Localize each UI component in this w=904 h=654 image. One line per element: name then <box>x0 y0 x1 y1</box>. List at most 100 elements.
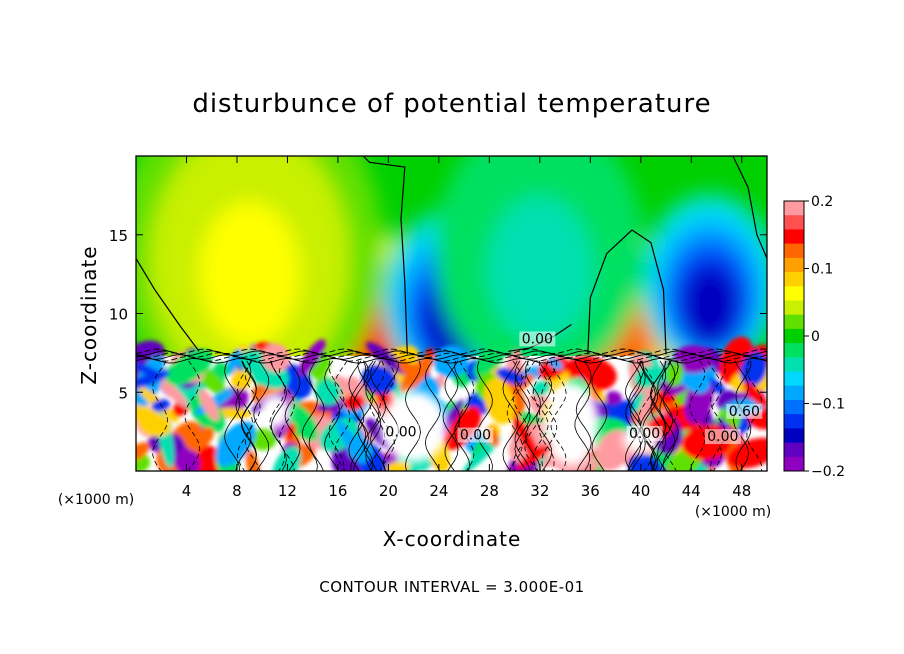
colorbar-tick-label: 0 <box>811 329 820 345</box>
colorbar-tick-label: 0.2 <box>811 194 833 210</box>
contour-line <box>536 360 552 471</box>
colorbar-swatch <box>784 215 804 230</box>
lower-layer-patch <box>365 341 408 376</box>
contour-line <box>514 360 531 471</box>
lower-layer-patch <box>379 461 411 471</box>
contour-line <box>370 360 387 471</box>
contour-line <box>404 360 421 471</box>
contour-line <box>224 360 241 471</box>
lower-layer-patch <box>298 339 326 376</box>
contour-label-bg <box>519 331 556 347</box>
feature-warm-broad-2-level-5 <box>198 201 301 347</box>
x-tick-label: 40 <box>631 482 650 500</box>
colorbar-swatch <box>784 428 804 444</box>
lower-layer-patch <box>215 421 256 467</box>
contour-line <box>328 360 345 471</box>
contour-line <box>308 360 325 471</box>
contour-line <box>657 360 674 471</box>
contour-line <box>625 360 642 471</box>
x-unit-label-left: (×1000 m) <box>58 492 134 508</box>
lower-layer-patch <box>532 380 551 397</box>
colorbar-swatch <box>784 414 804 429</box>
colorbar-swatch <box>784 385 804 401</box>
contour-line <box>541 360 558 471</box>
contour-line <box>587 229 667 355</box>
contour-line <box>662 360 679 471</box>
lower-layer-patch <box>199 389 219 421</box>
colorbar-swatch <box>784 300 804 316</box>
contour-line <box>362 156 408 355</box>
lower-layer-patch <box>605 391 622 405</box>
contour-label: 0.00 <box>460 428 491 444</box>
colorbar-swatch <box>784 243 804 259</box>
colorbar-swatch <box>784 229 804 245</box>
lower-turbulent-layer <box>136 335 767 471</box>
colorbar-tick-label: −0.1 <box>811 397 845 413</box>
x-tick-label: 8 <box>232 482 242 500</box>
colorbar-swatch <box>784 257 804 273</box>
contour-line <box>639 360 656 471</box>
contour-label-bg <box>704 429 741 445</box>
x-unit-label-right: (×1000 m) <box>695 504 771 520</box>
x-axis-ticks: 4 8 12 16 20 24 28 32 36 40 44 48 <box>182 156 751 500</box>
y-tick-label: 5 <box>118 384 128 402</box>
contour-line <box>365 360 382 471</box>
contour-line <box>244 360 261 471</box>
contour-line <box>502 360 519 471</box>
contour-line <box>350 360 366 471</box>
y-axis-ticks: 5 10 15 <box>109 227 767 402</box>
colorbar-swatch <box>784 357 804 373</box>
x-tick-label: 16 <box>328 482 347 500</box>
contour-line <box>424 360 441 471</box>
contour-line <box>476 360 493 471</box>
contour-line <box>253 360 270 471</box>
lower-layer-neutral-zone <box>543 381 600 466</box>
x-tick-label: 48 <box>732 482 751 500</box>
contour-line <box>650 360 667 471</box>
lower-layer-patch <box>250 427 278 451</box>
colorbar-swatch <box>784 201 804 216</box>
contour-line <box>514 360 531 471</box>
feature-cold-weak-5-level-5 <box>499 216 580 332</box>
lower-layer-patch <box>740 351 767 387</box>
contour-label-bg <box>626 425 663 441</box>
colorbar: 0.2 0.1 0 −0.1 −0.2 <box>783 194 845 480</box>
contour-line <box>662 360 679 471</box>
x-tick-label: 24 <box>429 482 448 500</box>
y-axis-label: Z-coordinate <box>77 245 101 384</box>
lower-layer-patch <box>288 404 318 442</box>
contour-line <box>136 350 767 357</box>
colorbar-tick-label: 0.1 <box>811 262 833 278</box>
x-tick-label: 36 <box>581 482 600 500</box>
contour-label: 0.00 <box>385 424 416 440</box>
x-tick-label: 28 <box>480 482 499 500</box>
contour-line <box>454 360 471 471</box>
contour-line <box>625 360 641 471</box>
contour-line <box>284 360 301 471</box>
contour-line <box>352 360 369 471</box>
contour-lines: 0.00 0.00 0.00 0.00 0.60 0.00 <box>136 156 767 471</box>
lower-layer-patch <box>473 335 511 378</box>
x-tick-label: 4 <box>182 482 192 500</box>
x-axis-label: X-coordinate <box>383 527 522 551</box>
contour-label: 0.00 <box>707 429 738 445</box>
colorbar-swatch <box>784 456 804 472</box>
lower-layer-patch <box>136 370 170 390</box>
contour-line <box>512 360 529 471</box>
lower-layer-patch <box>496 368 526 385</box>
x-tick-label: 32 <box>530 482 549 500</box>
contour-line <box>689 360 706 471</box>
contour-line <box>538 360 555 471</box>
colorbar-swatch <box>784 328 804 344</box>
contour-line <box>442 360 459 471</box>
contour-line <box>348 360 365 471</box>
colorbar-swatch <box>784 314 804 330</box>
lower-layer-patch <box>245 449 261 471</box>
feature-cold-4-level-5 <box>683 267 737 344</box>
contour-line <box>650 360 667 471</box>
colorbar-swatch <box>784 272 804 287</box>
contour-line <box>378 360 395 471</box>
contour-line <box>369 360 386 471</box>
contour-line <box>278 360 295 471</box>
